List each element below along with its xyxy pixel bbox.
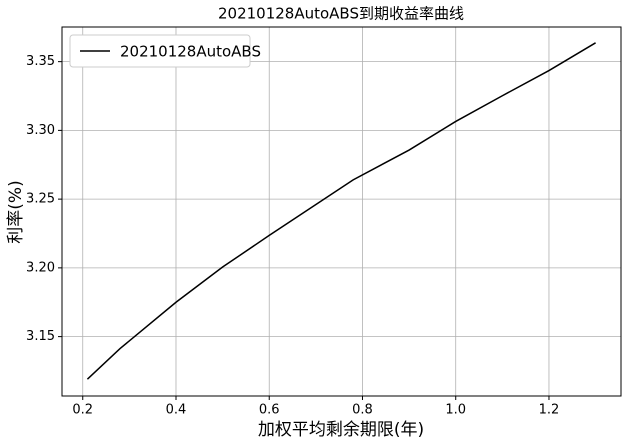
line-series xyxy=(86,42,596,380)
x-tick-label: 0.2 xyxy=(72,403,93,418)
y-tick-label: 3.35 xyxy=(26,54,55,69)
y-tick-label: 3.30 xyxy=(26,123,55,138)
x-tick-label: 0.6 xyxy=(259,403,280,418)
plot-frame xyxy=(61,26,622,397)
y-tick-label: 3.25 xyxy=(26,192,55,207)
y-axis-label: 利率(%) xyxy=(6,180,26,243)
y-tick-label: 3.20 xyxy=(26,260,55,275)
x-tick-label: 1.0 xyxy=(445,403,466,418)
x-axis-label: 加权平均剩余期限(年) xyxy=(258,420,424,440)
chart-title: 20210128AutoABS到期收益率曲线 xyxy=(218,5,464,23)
y-tick-label: 3.15 xyxy=(26,329,55,344)
x-tick-label: 0.4 xyxy=(166,403,187,418)
x-tick-label: 0.8 xyxy=(352,403,373,418)
x-tick-label: 1.2 xyxy=(539,403,560,418)
legend-box xyxy=(69,34,251,68)
legend-label: 20210128AutoABS xyxy=(120,43,261,61)
